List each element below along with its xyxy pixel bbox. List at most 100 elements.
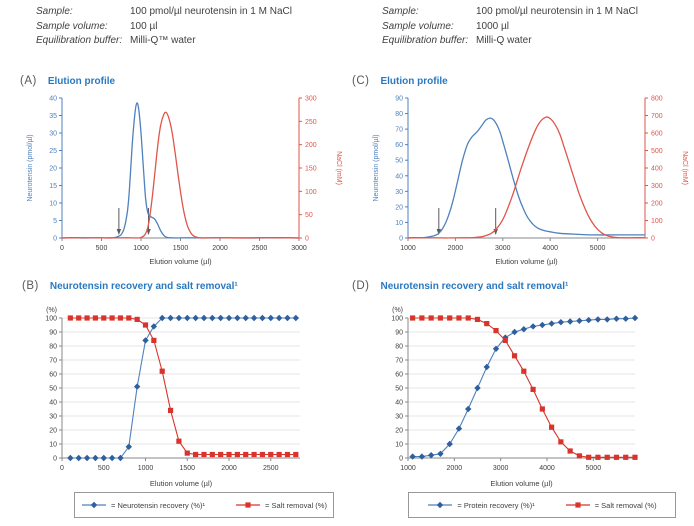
svg-text:1500: 1500 [179, 465, 195, 472]
info-row: Equilibration buffer: Milli-Q water [382, 34, 638, 49]
svg-text:0: 0 [53, 236, 57, 243]
panel-b-header: (B) Neurotensin recovery and salt remova… [22, 280, 238, 292]
info-row: Sample volume: 1000 µl [382, 20, 638, 35]
svg-text:70: 70 [395, 358, 403, 365]
svg-text:2000: 2000 [221, 465, 237, 472]
diamond-marker-icon [82, 501, 107, 509]
svg-text:700: 700 [651, 113, 663, 120]
panel-c-header: (C) Elution profile [352, 75, 448, 87]
svg-text:0: 0 [60, 245, 64, 252]
svg-text:10: 10 [395, 442, 403, 449]
svg-text:1000: 1000 [133, 245, 149, 252]
svg-text:40: 40 [395, 400, 403, 407]
svg-text:0: 0 [399, 456, 403, 463]
svg-text:90: 90 [395, 330, 403, 337]
svg-text:0: 0 [651, 236, 655, 243]
info-label: Sample: [382, 6, 419, 17]
info-label: Sample volume: [382, 20, 454, 32]
svg-text:15: 15 [49, 183, 57, 190]
svg-text:100: 100 [651, 218, 663, 225]
svg-text:3000: 3000 [493, 465, 509, 472]
panel-a-header: (A) Elution profile [20, 75, 115, 87]
svg-text:(%): (%) [392, 307, 403, 314]
svg-text:300: 300 [305, 96, 317, 103]
sample-info-left: Sample: 100 pmol/µl neurotensin in 1 M N… [36, 5, 292, 49]
svg-text:400: 400 [651, 166, 663, 173]
svg-text:0: 0 [53, 456, 57, 463]
svg-text:30: 30 [395, 189, 403, 196]
panel-title-a: Elution profile [47, 76, 116, 87]
svg-text:500: 500 [98, 465, 110, 472]
info-row: Sample: 100 pmol/µl neurotensin in 1 M N… [36, 5, 292, 20]
legend-item: = Salt removal (%) [565, 500, 657, 510]
info-row: Equilibration buffer: Milli-Q™ water [36, 34, 292, 49]
legend-item: = Neurotensin recovery (%)¹ [81, 500, 205, 510]
svg-text:70: 70 [49, 358, 57, 365]
svg-text:50: 50 [305, 212, 313, 219]
svg-text:35: 35 [49, 113, 57, 120]
svg-text:800: 800 [651, 96, 663, 103]
square-marker-icon [565, 502, 590, 508]
svg-text:100: 100 [391, 316, 403, 323]
svg-text:100: 100 [45, 316, 57, 323]
panel-label-c: (C) [352, 75, 370, 87]
svg-text:60: 60 [395, 372, 403, 379]
sample-info-right: Sample: 100 pmol/µl neurotensin in 1 M N… [382, 5, 638, 49]
svg-text:50: 50 [395, 158, 403, 165]
svg-text:20: 20 [49, 166, 57, 173]
svg-text:2500: 2500 [252, 245, 268, 252]
svg-text:0: 0 [399, 236, 403, 243]
svg-text:40: 40 [49, 400, 57, 407]
svg-text:20: 20 [395, 428, 403, 435]
svg-text:20: 20 [395, 204, 403, 211]
svg-text:Neurotensin (pmol/µl): Neurotensin (pmol/µl) [373, 134, 380, 201]
info-label: Equilibration buffer: [382, 35, 469, 46]
svg-text:Elution volume (µl): Elution volume (µl) [495, 257, 558, 266]
svg-text:0: 0 [60, 465, 64, 472]
panel-d-header: (D) Neurotensin recovery and salt remova… [352, 280, 568, 292]
info-label: Equilibration buffer: [36, 35, 123, 46]
svg-text:40: 40 [395, 173, 403, 180]
svg-text:3000: 3000 [495, 245, 511, 252]
svg-text:10: 10 [49, 201, 57, 208]
svg-text:600: 600 [651, 131, 663, 138]
svg-text:30: 30 [49, 414, 57, 421]
svg-text:70: 70 [395, 127, 403, 134]
svg-text:60: 60 [49, 372, 57, 379]
svg-text:1000: 1000 [400, 245, 416, 252]
svg-text:(%): (%) [46, 307, 57, 314]
svg-text:Elution volume (µl): Elution volume (µl) [150, 479, 213, 488]
svg-text:1000: 1000 [400, 465, 416, 472]
svg-text:60: 60 [395, 142, 403, 149]
panel-label-a: (A) [20, 75, 37, 87]
legend-b: = Neurotensin recovery (%)¹ = Salt remova… [74, 492, 334, 518]
info-value: Milli-Q™ water [130, 35, 196, 46]
info-label: Sample volume: [36, 20, 108, 32]
svg-text:80: 80 [395, 344, 403, 351]
svg-text:30: 30 [49, 131, 57, 138]
svg-text:1000: 1000 [138, 465, 154, 472]
svg-text:Elution volume (µl): Elution volume (µl) [149, 257, 212, 266]
info-value: Milli-Q water [476, 35, 532, 46]
svg-text:100: 100 [305, 189, 317, 196]
info-value: 100 pmol/µl neurotensin in 1 M NaCl [476, 6, 638, 17]
svg-text:30: 30 [395, 414, 403, 421]
panel-title-b: Neurotensin recovery and salt removal¹ [49, 281, 238, 292]
panel-label-b: (B) [22, 280, 39, 292]
svg-text:5000: 5000 [590, 245, 606, 252]
svg-text:NaCl (mM): NaCl (mM) [681, 151, 688, 185]
info-row: Sample: 100 pmol/µl neurotensin in 1 M N… [382, 5, 638, 20]
svg-text:50: 50 [49, 386, 57, 393]
svg-text:50: 50 [395, 386, 403, 393]
svg-text:200: 200 [305, 142, 317, 149]
svg-text:200: 200 [651, 201, 663, 208]
svg-text:10: 10 [395, 220, 403, 227]
chart-d-recovery-salt-removal: 0 10 20 30 40 50 60 70 80 90 100 1000 2000 3000 4000 50… [391, 307, 639, 488]
svg-text:2000: 2000 [448, 245, 464, 252]
panel-label-d: (D) [352, 280, 370, 292]
diamond-marker-icon [428, 501, 453, 509]
svg-text:4000: 4000 [539, 465, 555, 472]
svg-text:5000: 5000 [586, 465, 602, 472]
